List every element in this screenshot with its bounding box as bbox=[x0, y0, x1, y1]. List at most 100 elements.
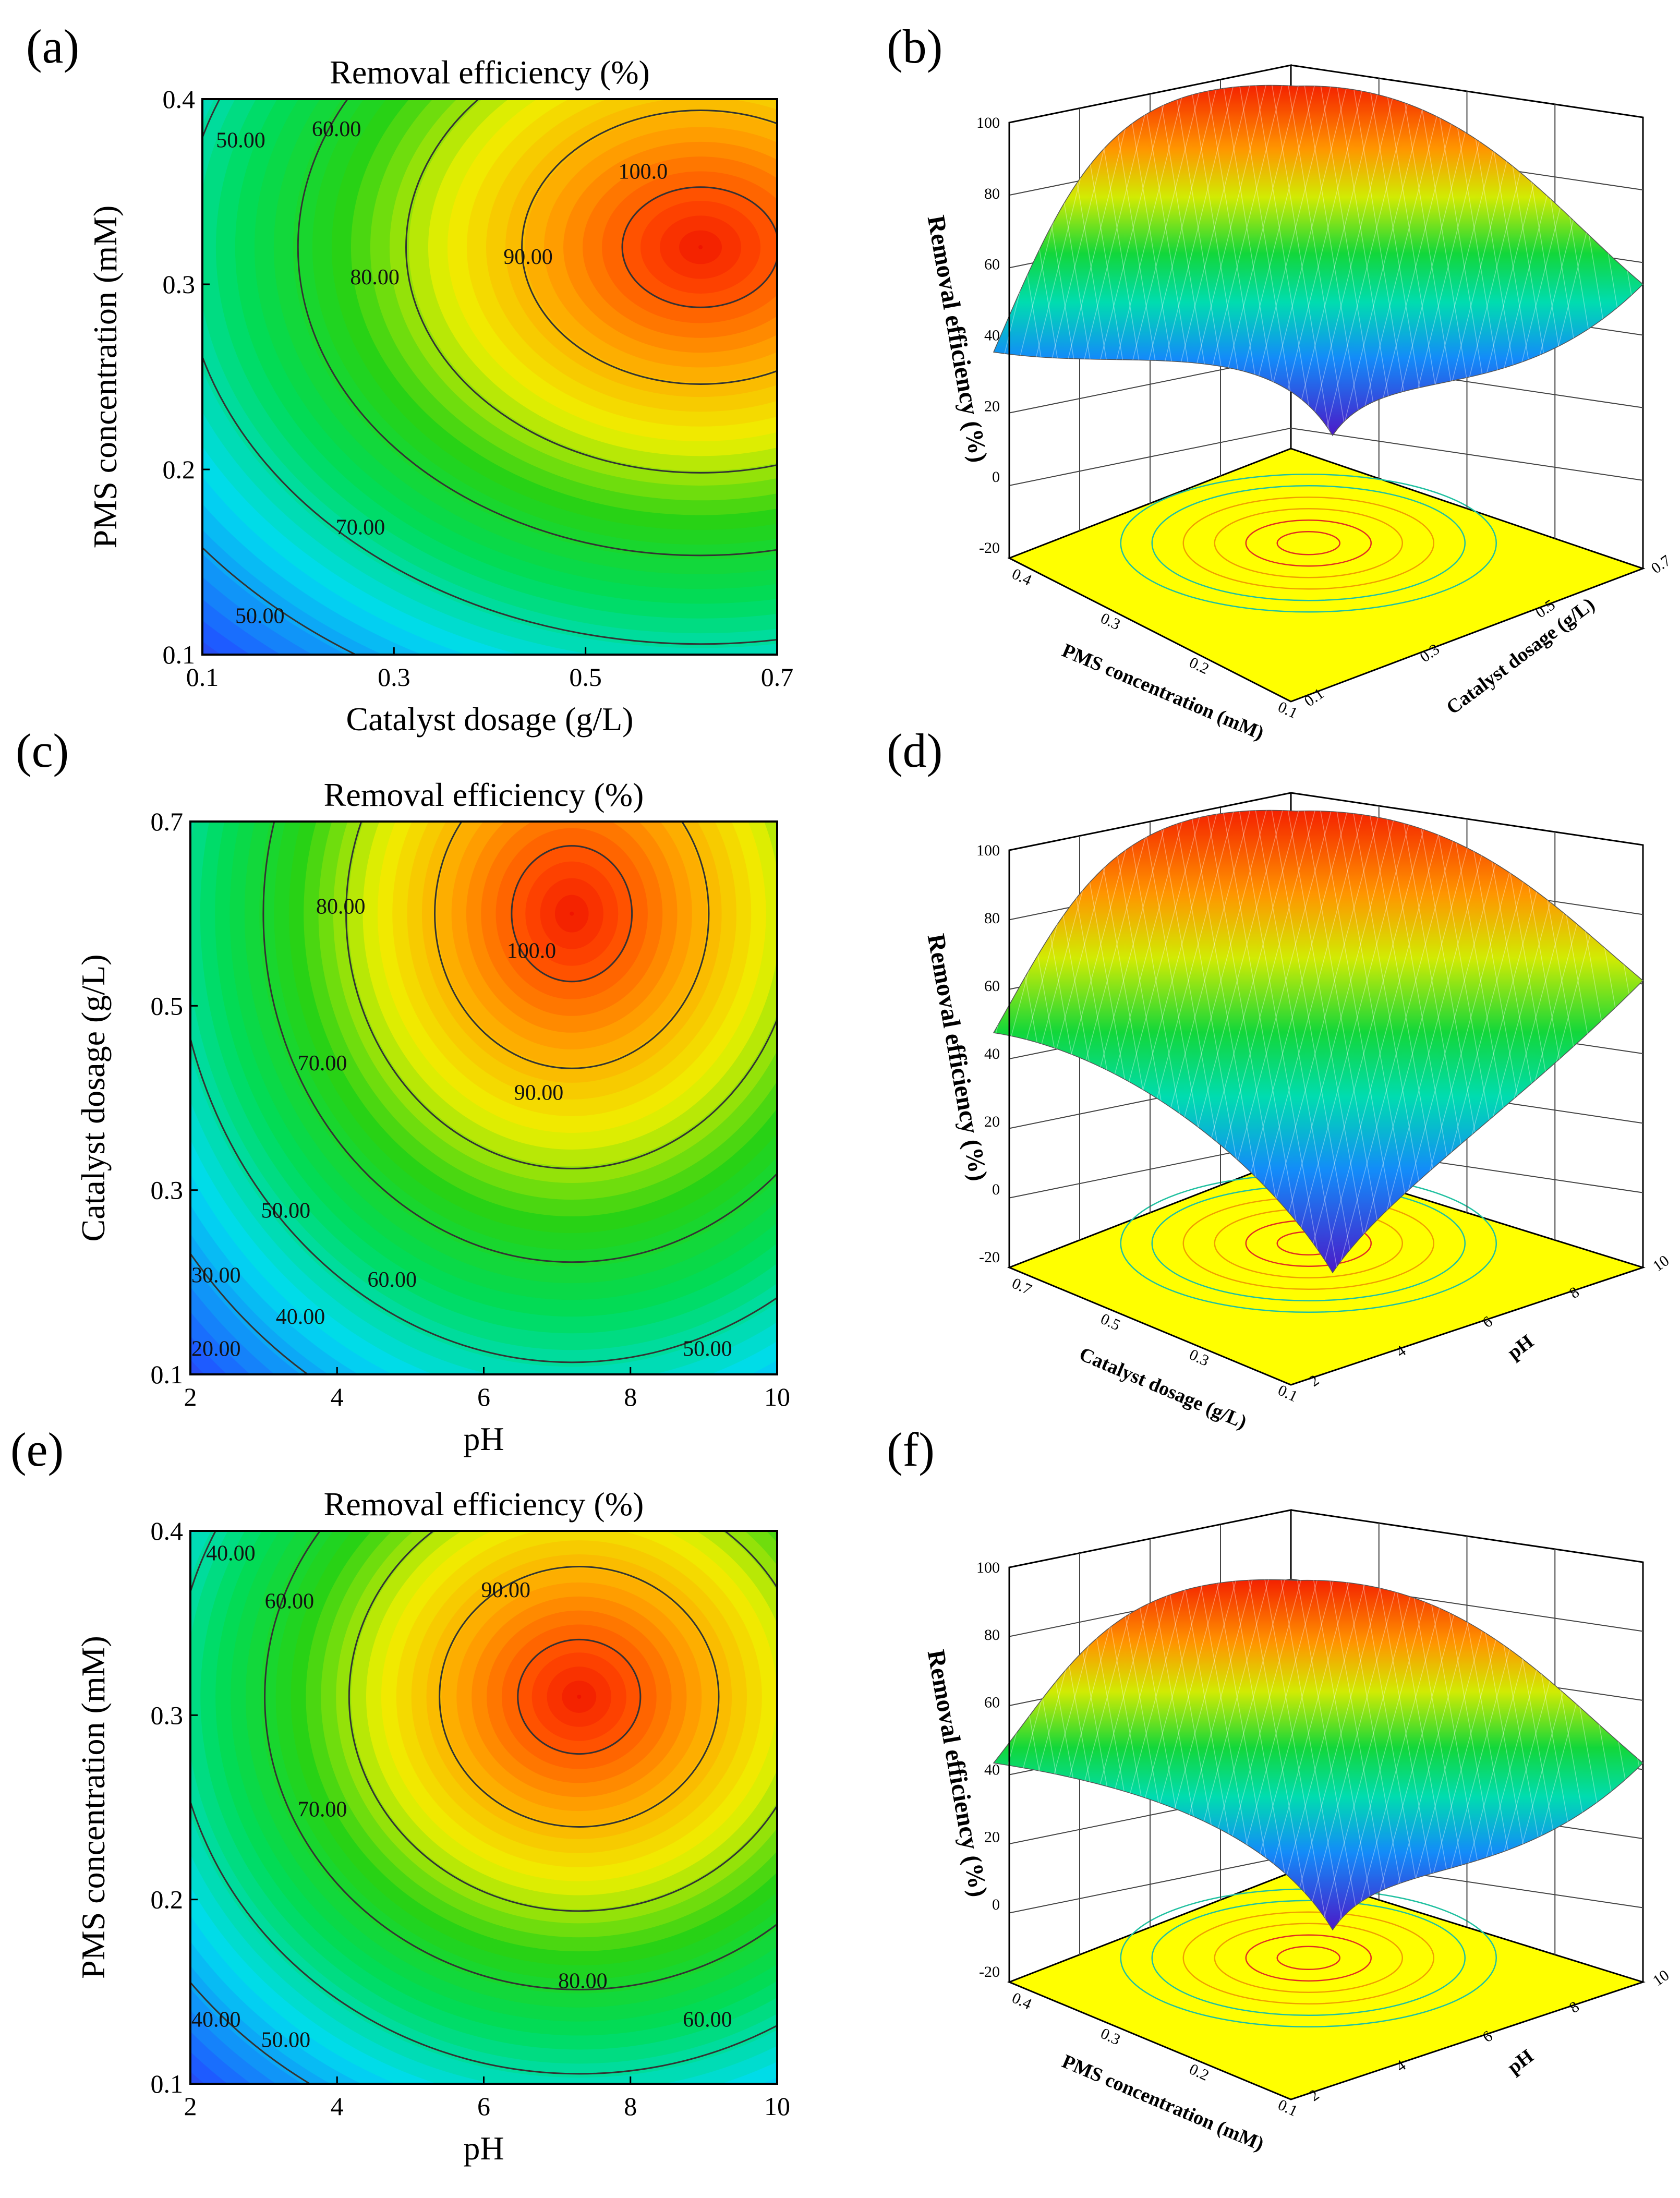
y-axis-label: Catalyst dosage (g/L) bbox=[75, 955, 112, 1242]
z-tick-label: 40 bbox=[984, 1045, 1000, 1062]
x-tick-label: 4 bbox=[331, 1382, 344, 1411]
chart-title: Removal efficiency (%) bbox=[324, 1486, 644, 1523]
contour-lines bbox=[202, 99, 777, 655]
y-tick-label: 0.4 bbox=[163, 84, 196, 114]
z-axis-label: Removal efficiency (%) bbox=[922, 213, 993, 465]
contour-line bbox=[348, 1531, 777, 1912]
y-axis-label: PMS concentration (mM) bbox=[87, 206, 124, 549]
contour-label: 60.00 bbox=[265, 1589, 315, 1613]
floor-contour bbox=[1214, 1923, 1403, 1993]
z-tick-label: -20 bbox=[979, 1249, 1000, 1266]
floor-x-tick-label: 0.7 bbox=[1009, 1275, 1034, 1299]
z-axis-label: Removal efficiency (%) bbox=[922, 1648, 993, 1899]
x-tick-label: 2 bbox=[184, 2092, 197, 2121]
plot-frame bbox=[201, 98, 778, 656]
floor-x-tick-label: 0.1 bbox=[1275, 2096, 1300, 2120]
contour-label: 90.00 bbox=[503, 245, 553, 269]
contour-label: 40.00 bbox=[191, 2008, 241, 2032]
contour-lines bbox=[190, 822, 777, 1374]
x-tick-label: 0.7 bbox=[761, 662, 794, 692]
contour-line bbox=[434, 822, 710, 1069]
x-tick-label: 10 bbox=[764, 2092, 790, 2121]
x-axis-label: pH bbox=[463, 2130, 504, 2167]
contour-lines bbox=[190, 1531, 777, 2084]
floor-contour bbox=[1245, 520, 1372, 567]
contour-label: 100.0 bbox=[507, 939, 557, 963]
z-tick-label: 80 bbox=[984, 910, 1000, 927]
contour-line bbox=[517, 1638, 642, 1755]
x-tick-label: 6 bbox=[477, 2092, 490, 2121]
contour-label: 40.00 bbox=[276, 1305, 325, 1329]
surface-panel-5: -20 0 20 40 60 80 100 Removal efficiency (%) 0.4… bbox=[922, 1509, 1673, 2155]
floor-contour bbox=[1245, 1934, 1372, 1982]
contour-label: 50.00 bbox=[683, 1337, 732, 1361]
floor-contour bbox=[1120, 474, 1497, 613]
contour-line bbox=[521, 110, 777, 385]
contour-label: 70.00 bbox=[336, 515, 385, 539]
contour-line bbox=[511, 845, 633, 983]
contour-line bbox=[345, 822, 777, 1169]
y-tick-label: 0.3 bbox=[151, 1700, 184, 1730]
floor-contour bbox=[1214, 508, 1403, 578]
z-tick-label: 0 bbox=[992, 1181, 1000, 1198]
x-tick-label: 6 bbox=[477, 1382, 490, 1411]
y-tick-label: 0.3 bbox=[151, 1176, 184, 1205]
contour-panel-4: 40.00 60.00 90.00 70.00 80.00 40.00 50.00 60.00… bbox=[75, 1486, 790, 2167]
z-tick-label: 80 bbox=[984, 185, 1000, 202]
floor-x-tick-label: 0.1 bbox=[1275, 1382, 1300, 1406]
floor-contour bbox=[1151, 485, 1466, 601]
contour-label: 50.00 bbox=[261, 2028, 311, 2052]
x-tick-label: 0.3 bbox=[378, 662, 410, 692]
contour-label: 80.00 bbox=[316, 895, 366, 919]
contour-line bbox=[297, 99, 777, 557]
response-surface bbox=[993, 1579, 1644, 1931]
y-tick-label: 0.7 bbox=[151, 807, 184, 836]
z-tick-label: 60 bbox=[984, 977, 1000, 995]
y-tick-label: 0.5 bbox=[151, 991, 184, 1020]
floor-contour bbox=[1151, 1900, 1466, 2016]
back-wall-right bbox=[1290, 64, 1644, 569]
z-tick-label: 40 bbox=[984, 327, 1000, 344]
chart-title: Removal efficiency (%) bbox=[324, 776, 644, 813]
z-tick-label: 100 bbox=[976, 114, 1000, 131]
z-tick-label: 100 bbox=[976, 1559, 1000, 1576]
x-tick-label: 2 bbox=[184, 1382, 197, 1411]
contour-line bbox=[190, 1035, 777, 1363]
z-tick-label: 60 bbox=[984, 256, 1000, 273]
response-surface bbox=[993, 84, 1644, 437]
z-tick-label: 60 bbox=[984, 1694, 1000, 1711]
panel-label-d: (d) bbox=[887, 724, 942, 777]
y-tick-label: 0.2 bbox=[163, 455, 196, 484]
surface-panel-3: -20 0 20 40 60 80 100 Removal efficiency (%) 0.7… bbox=[922, 792, 1672, 1433]
floor-x-tick-label: 0.4 bbox=[1009, 1989, 1034, 2013]
contour-label: 70.00 bbox=[298, 1798, 347, 1822]
floor-y-tick-label: 10 bbox=[1650, 1966, 1673, 1989]
chart-title: Removal efficiency (%) bbox=[330, 54, 650, 91]
z-tick-label: 80 bbox=[984, 1626, 1000, 1644]
contour-label: 60.00 bbox=[312, 117, 361, 141]
panel-label-c: (c) bbox=[16, 724, 69, 777]
floor-contour bbox=[1182, 497, 1434, 590]
z-tick-label: 0 bbox=[992, 1896, 1000, 1913]
y-tick-label: 0.1 bbox=[151, 1360, 184, 1389]
floor-contour bbox=[1276, 1946, 1340, 1970]
panel-label-a: (a) bbox=[26, 20, 79, 73]
x-tick-label: 0.1 bbox=[186, 662, 219, 692]
contour-label: 50.00 bbox=[235, 605, 285, 629]
floor-contour bbox=[1182, 1911, 1434, 2004]
contour-line bbox=[439, 1566, 720, 1828]
z-axis-label: Removal efficiency (%) bbox=[922, 932, 993, 1183]
panel-label-f: (f) bbox=[887, 1423, 935, 1476]
contour-label: 60.00 bbox=[683, 2008, 732, 2032]
y-tick-label: 0.4 bbox=[151, 1516, 184, 1545]
contour-label: 90.00 bbox=[481, 1578, 530, 1602]
contour-label: 80.00 bbox=[350, 265, 400, 289]
z-tick-label: 20 bbox=[984, 397, 1000, 415]
contour-label: 50.00 bbox=[216, 128, 265, 152]
y-tick-label: 0.1 bbox=[163, 640, 196, 669]
contour-fill bbox=[190, 1531, 777, 2084]
contour-line bbox=[621, 186, 777, 308]
z-tick-label: -20 bbox=[979, 539, 1000, 557]
panel-label-e: (e) bbox=[10, 1423, 64, 1476]
